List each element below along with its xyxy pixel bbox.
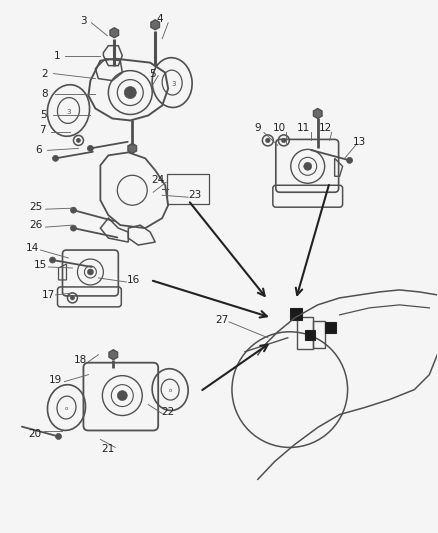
Circle shape	[53, 155, 59, 161]
Circle shape	[266, 138, 270, 143]
Bar	[290, 308, 302, 320]
Text: 13: 13	[353, 138, 366, 148]
Circle shape	[71, 296, 74, 300]
Text: 27: 27	[215, 315, 229, 325]
Text: 25: 25	[29, 202, 42, 212]
Text: 17: 17	[42, 290, 55, 300]
Text: o: o	[169, 388, 172, 393]
Circle shape	[71, 225, 77, 231]
Text: 22: 22	[162, 407, 175, 416]
Text: 4: 4	[157, 14, 163, 24]
Text: 15: 15	[34, 260, 47, 270]
Circle shape	[117, 391, 127, 401]
Text: 19: 19	[49, 375, 62, 385]
Circle shape	[71, 207, 77, 213]
Circle shape	[88, 146, 93, 151]
Text: 18: 18	[74, 354, 87, 365]
Text: 16: 16	[127, 275, 140, 285]
Bar	[305, 330, 314, 340]
Text: 24: 24	[152, 175, 165, 185]
Text: 7: 7	[39, 125, 46, 135]
Polygon shape	[313, 109, 322, 118]
Text: o: o	[65, 406, 68, 411]
Text: 10: 10	[273, 124, 286, 133]
Text: 5: 5	[149, 69, 155, 78]
Text: 3: 3	[172, 80, 177, 86]
Circle shape	[346, 157, 353, 163]
Text: 14: 14	[26, 243, 39, 253]
Circle shape	[124, 86, 136, 99]
Text: 5: 5	[40, 110, 47, 120]
Text: 9: 9	[254, 124, 261, 133]
Circle shape	[56, 433, 61, 439]
Circle shape	[77, 139, 81, 142]
Text: 21: 21	[102, 445, 115, 455]
Text: 8: 8	[41, 88, 48, 99]
Text: 1: 1	[54, 51, 61, 61]
Text: 26: 26	[29, 220, 42, 230]
Polygon shape	[109, 350, 118, 360]
Circle shape	[88, 269, 93, 275]
Text: 23: 23	[188, 190, 202, 200]
Polygon shape	[151, 20, 159, 30]
Circle shape	[304, 163, 312, 171]
Circle shape	[49, 257, 56, 263]
Text: 11: 11	[297, 124, 311, 133]
Text: 3: 3	[66, 109, 71, 116]
Bar	[325, 322, 336, 333]
Circle shape	[282, 138, 286, 143]
Text: 12: 12	[319, 124, 332, 133]
Polygon shape	[128, 143, 137, 154]
Text: 3: 3	[80, 16, 87, 26]
Polygon shape	[110, 28, 119, 38]
Text: 2: 2	[41, 69, 48, 78]
Text: 20: 20	[28, 430, 41, 440]
Text: 6: 6	[35, 146, 42, 155]
